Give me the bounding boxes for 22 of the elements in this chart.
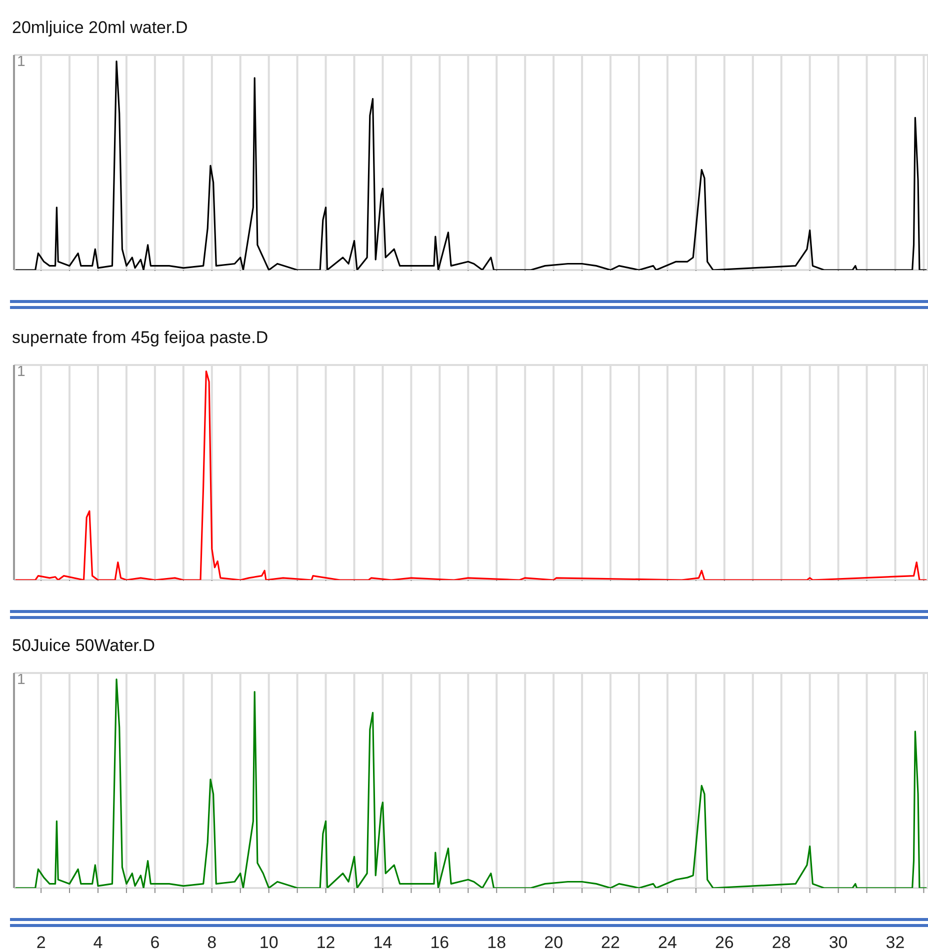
x-tick-label: 26 (714, 933, 734, 949)
x-tick-label: 24 (658, 933, 677, 949)
x-tick-label: 20 (544, 933, 564, 949)
x-tick-label: 16 (430, 933, 450, 949)
x-tick-label: 8 (207, 933, 217, 949)
x-tick-label: 18 (487, 933, 506, 949)
x-tick-label: 32 (886, 933, 905, 949)
x-tick-label: 6 (150, 933, 160, 949)
x-tick-label: 14 (373, 933, 392, 949)
x-tick-label: 10 (259, 933, 278, 949)
chart-title: supernate from 45g feijoa paste.D (12, 328, 268, 348)
x-tick-label: 12 (316, 933, 336, 949)
x-tick-label: 28 (772, 933, 791, 949)
chart-title: 20mljuice 20ml water.D (12, 18, 188, 38)
annotation: 1 (17, 671, 26, 688)
chart-title: 50Juice 50Water.D (12, 636, 155, 656)
x-tick-label: 22 (601, 933, 620, 949)
x-tick-label: 4 (93, 933, 103, 949)
x-tick-label: 30 (828, 933, 848, 949)
annotation: 1 (17, 53, 26, 70)
annotation: 1 (17, 363, 26, 380)
x-tick-label: 2 (36, 933, 46, 949)
